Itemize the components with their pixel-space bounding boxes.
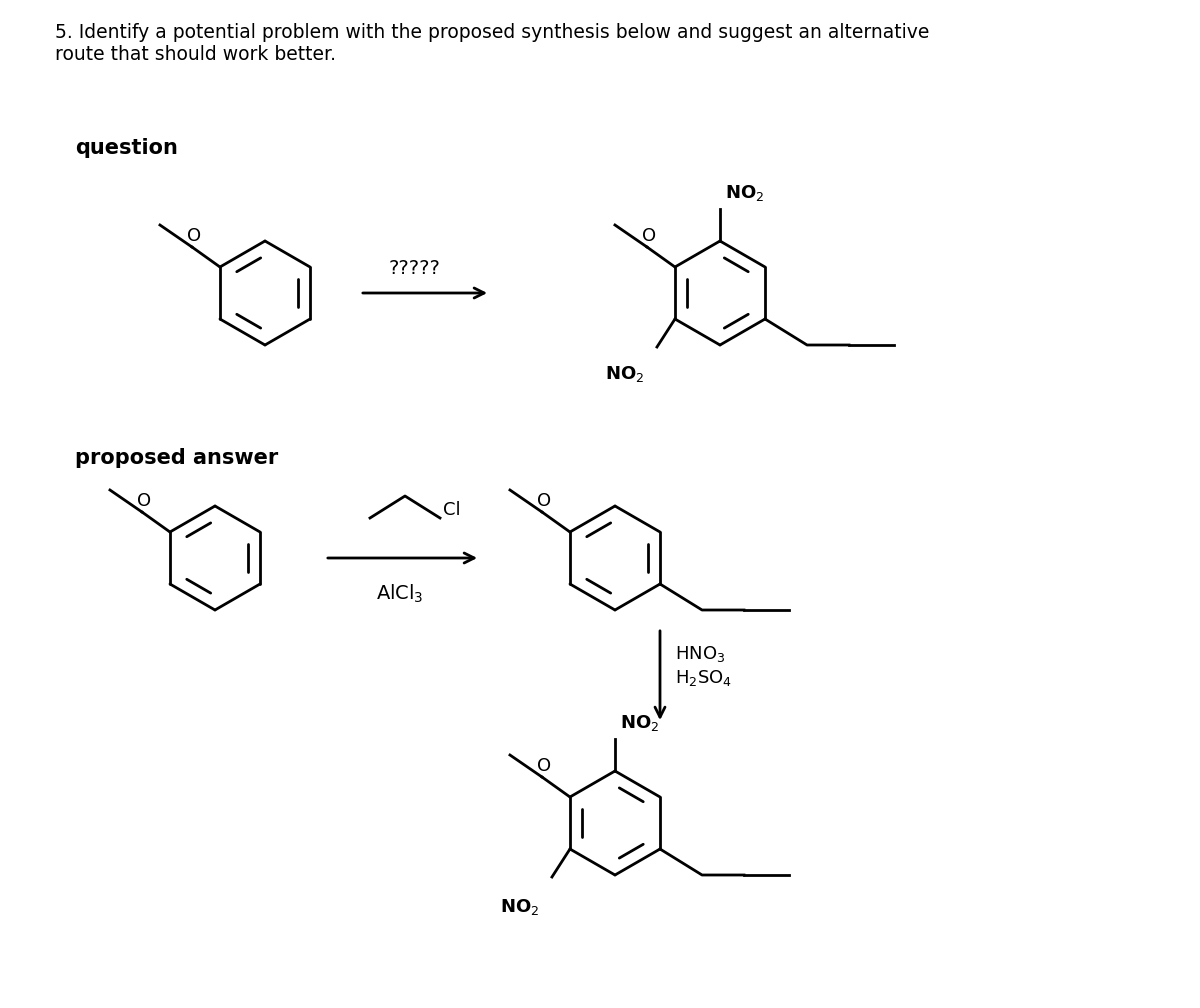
- Text: O: O: [137, 492, 151, 510]
- Text: proposed answer: proposed answer: [74, 448, 278, 468]
- Text: NO$_2$: NO$_2$: [620, 713, 659, 733]
- Text: O: O: [642, 227, 656, 245]
- Text: Cl: Cl: [443, 501, 461, 519]
- Text: NO$_2$: NO$_2$: [725, 183, 764, 203]
- Text: O: O: [536, 757, 551, 775]
- Text: NO$_2$: NO$_2$: [605, 364, 644, 384]
- Text: O: O: [187, 227, 202, 245]
- Text: O: O: [536, 492, 551, 510]
- Text: question: question: [74, 138, 178, 158]
- Text: 5. Identify a potential problem with the proposed synthesis below and suggest an: 5. Identify a potential problem with the…: [55, 23, 929, 64]
- Text: NO$_2$: NO$_2$: [500, 897, 540, 917]
- Text: AlCl$_3$: AlCl$_3$: [377, 583, 424, 605]
- Text: ?????: ?????: [389, 259, 440, 278]
- Text: HNO$_3$
H$_2$SO$_4$: HNO$_3$ H$_2$SO$_4$: [674, 644, 732, 687]
